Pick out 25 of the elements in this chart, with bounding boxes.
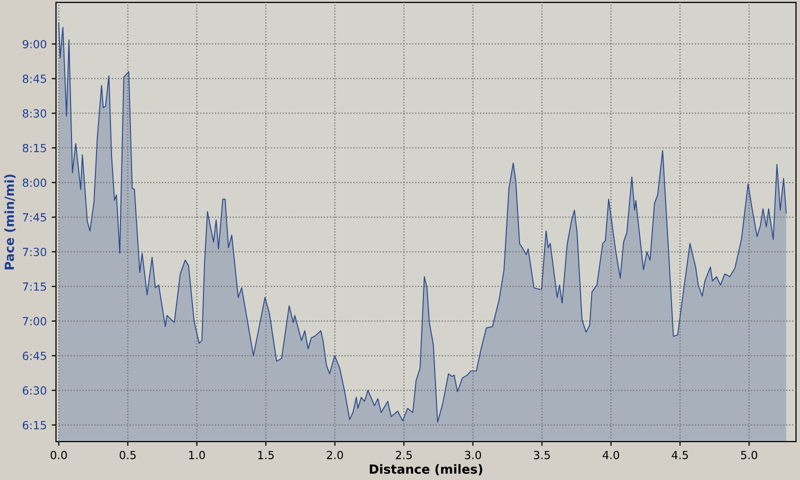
x-tick-label: 0.0: [50, 450, 67, 460]
y-tick-label: 7:30: [22, 248, 46, 256]
y-tick-label: 8:45: [22, 74, 46, 83]
x-axis-title: Distance (miles): [370, 464, 482, 476]
y-tick-label: 7:15: [22, 282, 46, 291]
y-tick-label: 7:45: [22, 213, 46, 222]
x-tick-label: 5.0: [741, 450, 758, 460]
y-tick-label: 6:30: [22, 386, 46, 395]
x-tick-label: 1.0: [189, 450, 205, 460]
x-tick-label: 2.5: [396, 450, 412, 460]
x-tick-label: 4.0: [602, 450, 620, 460]
y-axis-title: Pace (min/mi): [4, 174, 16, 270]
y-tick-label: 9:00: [22, 40, 46, 48]
y-tick-label: 8:00: [22, 178, 46, 187]
x-tick-label: 3.0: [464, 450, 482, 460]
y-tick-label: 6:15: [22, 420, 46, 430]
x-tick-label: 2.0: [326, 450, 343, 460]
y-tick-label: 7:00: [22, 317, 46, 326]
x-tick-label: 0.5: [120, 450, 136, 460]
x-tick-label: 3.5: [534, 450, 550, 460]
x-tick-label: 1.5: [258, 450, 274, 460]
y-tick-label: 8:30: [22, 109, 46, 118]
y-tick-label: 8:15: [22, 144, 46, 152]
y-tick-label: 6:45: [22, 352, 46, 360]
x-tick-label: 4.5: [672, 450, 688, 460]
